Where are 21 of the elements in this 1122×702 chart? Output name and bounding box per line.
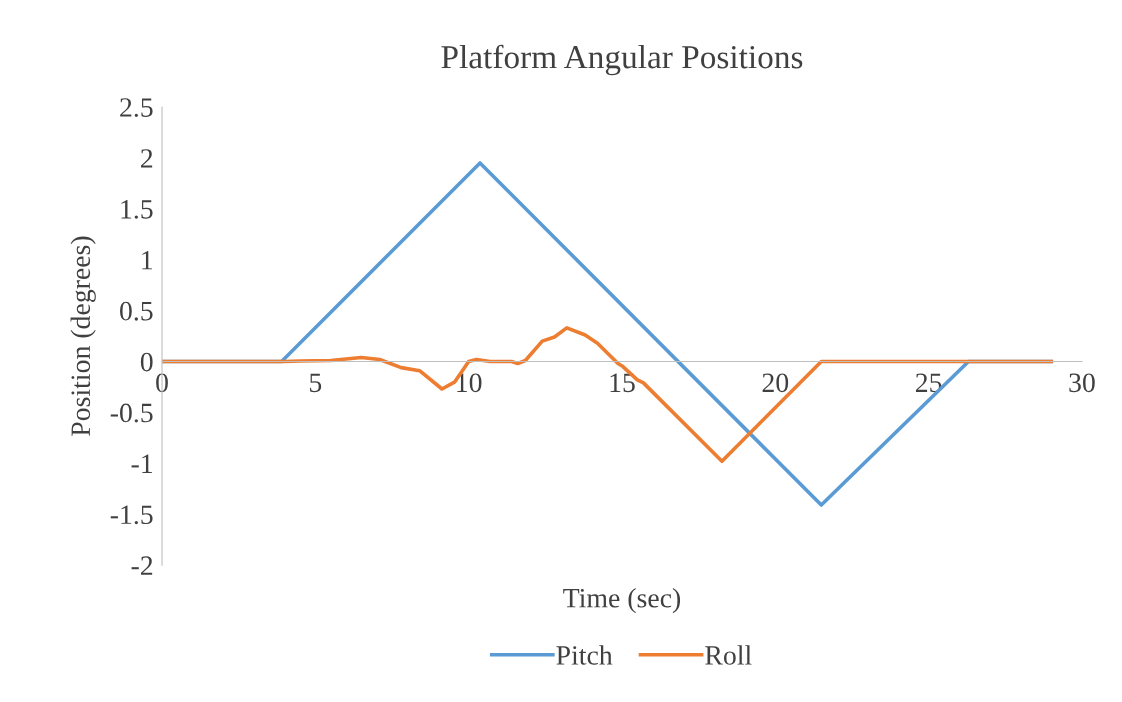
legend-label: Pitch bbox=[556, 645, 613, 665]
x-tick-label: 5 bbox=[310, 373, 322, 393]
y-tick-label: -1.5 bbox=[110, 505, 153, 525]
y-tick-label: -1 bbox=[131, 454, 153, 473]
x-tick-label: 10 bbox=[457, 373, 482, 393]
y-tick-label: 1.5 bbox=[121, 200, 153, 219]
x-tick-label: 0 bbox=[156, 373, 168, 393]
y-tick-label: 2.5 bbox=[120, 98, 153, 118]
x-tick-label: 20 bbox=[762, 373, 789, 393]
chart-title: Platform Angular Positions bbox=[441, 44, 803, 76]
y-tick-label: 0.5 bbox=[120, 301, 153, 321]
x-tick-label: 15 bbox=[610, 373, 635, 393]
y-tick-label: -0.5 bbox=[110, 403, 153, 423]
x-axis-title: Time (sec) bbox=[563, 588, 681, 614]
x-tick-label: 30 bbox=[1069, 373, 1095, 393]
legend-label: Roll bbox=[705, 645, 752, 665]
y-tick-label: 0 bbox=[140, 352, 153, 372]
y-tick-label: 1 bbox=[142, 250, 153, 270]
y-axis-title: Position (degrees) bbox=[70, 236, 96, 436]
y-tick-label: -2 bbox=[131, 556, 153, 575]
y-tick-label: 2 bbox=[141, 149, 153, 168]
